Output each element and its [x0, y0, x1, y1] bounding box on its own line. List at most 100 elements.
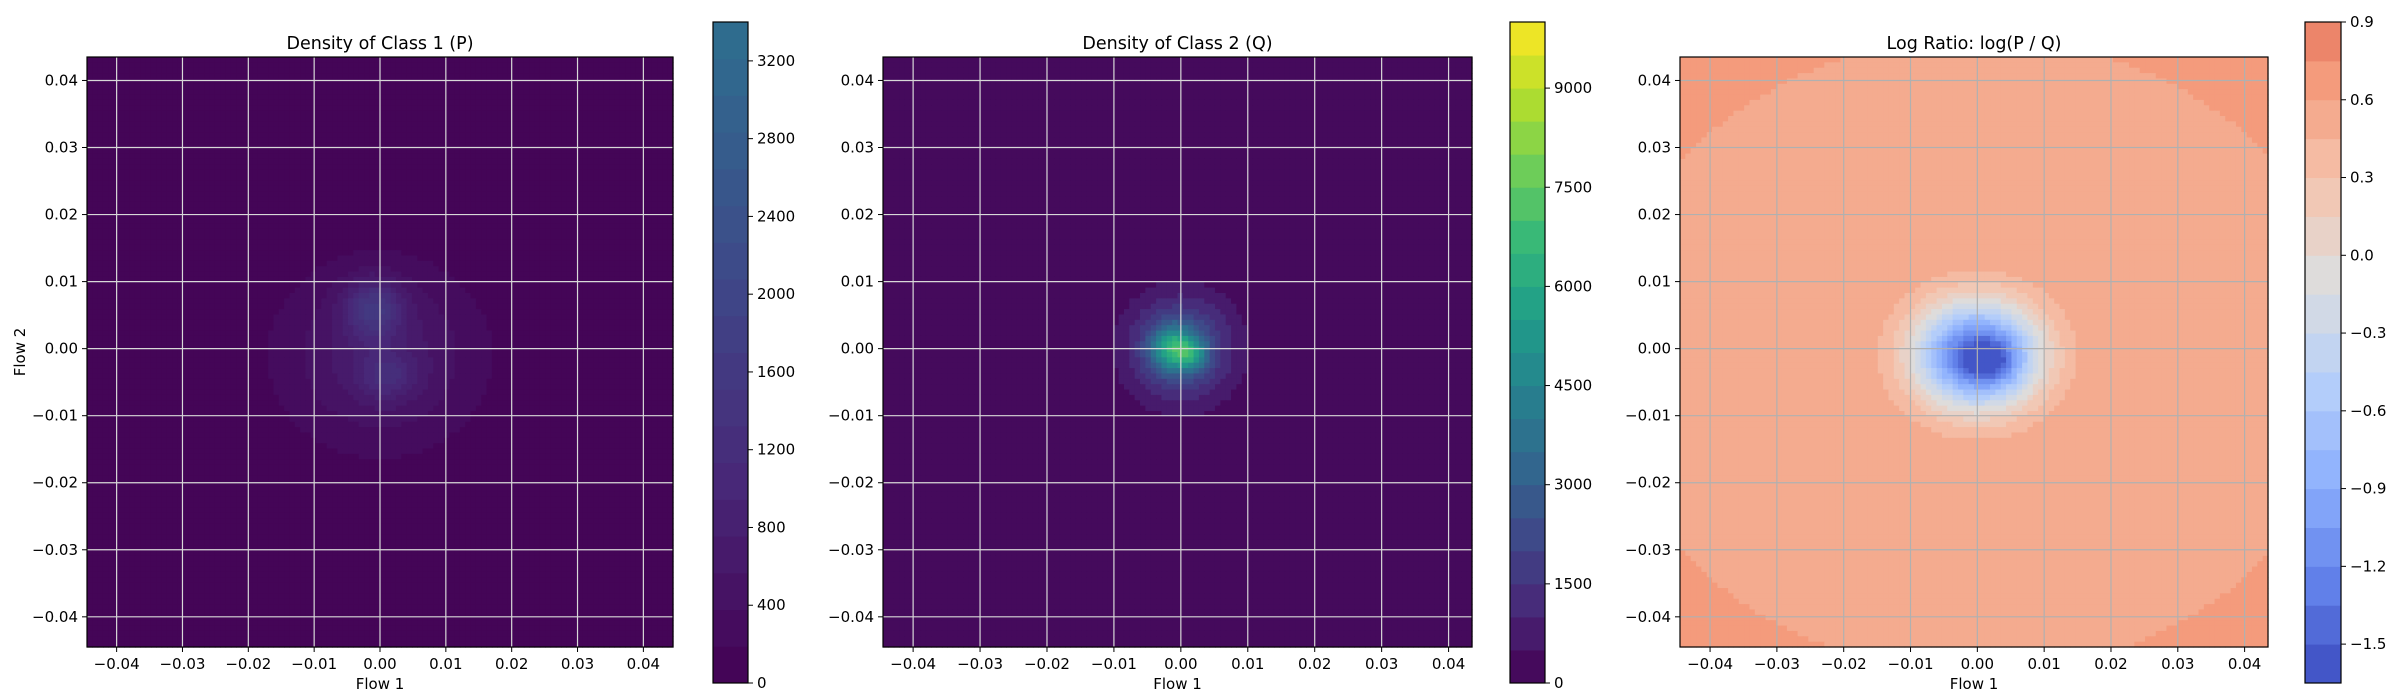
density-cell: [641, 57, 647, 63]
density-cell: [252, 121, 258, 127]
density-cell: [220, 180, 226, 186]
density-cell: [465, 245, 471, 251]
density-cell: [241, 239, 247, 245]
density-cell: [103, 175, 109, 181]
density-cell: [215, 116, 221, 122]
density-cell: [300, 245, 306, 251]
density-cell: [513, 261, 519, 267]
density-cell: [652, 164, 658, 170]
density-cell: [593, 223, 599, 229]
density-cell: [257, 223, 263, 229]
density-cell: [492, 218, 498, 224]
density-cell: [359, 137, 365, 143]
density-cell: [476, 229, 482, 235]
density-cell: [385, 170, 391, 176]
density-cell: [321, 207, 327, 213]
density-cell: [529, 288, 535, 294]
density-cell: [98, 213, 104, 219]
density-cell: [156, 245, 162, 251]
density-cell: [385, 282, 391, 288]
density-cell: [199, 148, 205, 154]
density-cell: [231, 89, 237, 95]
density-cell: [598, 207, 604, 213]
density-cell: [284, 154, 290, 160]
density-cell: [385, 213, 391, 219]
density-cell: [524, 78, 530, 84]
density-cell: [337, 170, 343, 176]
density-cell: [492, 116, 498, 122]
density-cell: [401, 154, 407, 160]
density-cell: [417, 116, 423, 122]
density-cell: [614, 73, 620, 79]
density-cell: [508, 234, 514, 240]
density-cell: [556, 127, 562, 133]
density-cell: [423, 250, 429, 256]
density-cell: [428, 111, 434, 117]
density-cell: [652, 282, 658, 288]
density-cell: [439, 111, 445, 117]
density-cell: [369, 62, 375, 68]
density-cell: [103, 202, 109, 208]
density-cell: [380, 57, 386, 63]
density-cell: [226, 255, 232, 261]
density-cell: [156, 202, 162, 208]
density-cell: [609, 245, 615, 251]
density-cell: [487, 121, 493, 127]
density-cell: [220, 213, 226, 219]
density-cell: [620, 68, 626, 74]
density-cell: [609, 116, 615, 122]
density-cell: [417, 207, 423, 213]
density-cell: [146, 298, 152, 304]
density-cell: [305, 57, 311, 63]
density-cell: [151, 298, 157, 304]
density-cell: [529, 62, 535, 68]
density-cell: [582, 288, 588, 294]
density-cell: [423, 180, 429, 186]
density-cell: [465, 207, 471, 213]
density-cell: [252, 84, 258, 90]
density-cell: [433, 105, 439, 111]
density-cell: [641, 127, 647, 133]
density-cell: [588, 164, 594, 170]
density-cell: [241, 127, 247, 133]
density-cell: [204, 170, 210, 176]
density-cell: [433, 196, 439, 202]
density-cell: [343, 202, 349, 208]
density-cell: [220, 223, 226, 229]
density-cell: [353, 116, 359, 122]
density-cell: [327, 250, 333, 256]
density-cell: [572, 202, 578, 208]
density-cell: [327, 73, 333, 79]
density-cell: [257, 202, 263, 208]
density-cell: [188, 164, 194, 170]
density-cell: [172, 100, 178, 106]
density-cell: [199, 266, 205, 272]
density-cell: [119, 132, 125, 138]
density-cell: [199, 245, 205, 251]
density-cell: [204, 105, 210, 111]
density-cell: [598, 223, 604, 229]
density-cell: [572, 148, 578, 154]
density-cell: [476, 186, 482, 192]
density-cell: [194, 245, 200, 251]
density-cell: [151, 57, 157, 63]
density-cell: [348, 180, 354, 186]
density-cell: [162, 170, 168, 176]
density-cell: [401, 175, 407, 181]
density-cell: [455, 89, 461, 95]
density-cell: [630, 207, 636, 213]
density-cell: [135, 121, 141, 127]
density-cell: [487, 68, 493, 74]
density-cell: [508, 186, 514, 192]
density-cell: [540, 73, 546, 79]
density-cell: [226, 148, 232, 154]
density-cell: [295, 127, 301, 133]
density-cell: [497, 293, 503, 299]
density-cell: [641, 175, 647, 181]
density-cell: [263, 250, 269, 256]
density-cell: [652, 223, 658, 229]
density-cell: [481, 223, 487, 229]
density-cell: [423, 78, 429, 84]
density-cell: [588, 148, 594, 154]
density-cell: [316, 154, 322, 160]
